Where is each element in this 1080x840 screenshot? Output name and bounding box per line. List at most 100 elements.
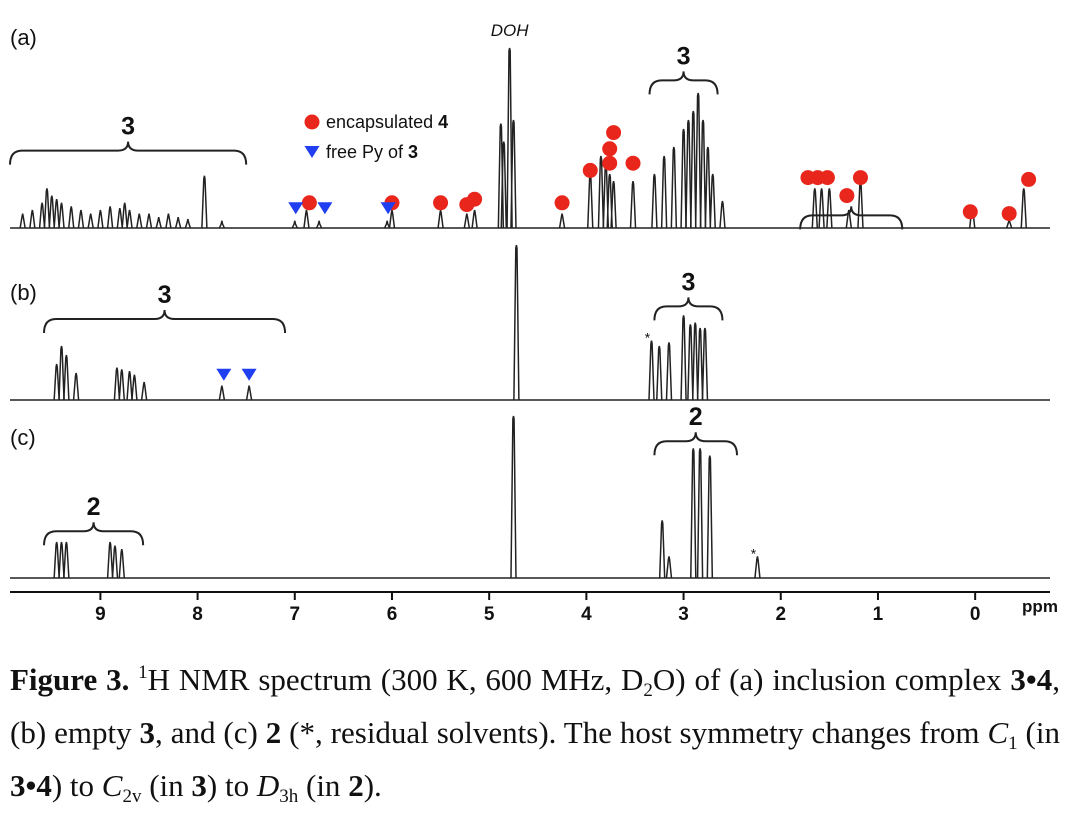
legend-entry: encapsulated 4 — [326, 112, 448, 132]
marker-circle — [433, 195, 449, 211]
bracket — [653, 432, 739, 456]
caption-run: 3h — [279, 786, 299, 807]
peak — [63, 541, 70, 579]
peak — [597, 155, 605, 229]
caption-run: Figure 3. — [10, 662, 139, 697]
x-tick-label: 3 — [678, 604, 689, 625]
legend-name-bold: 4 — [438, 112, 448, 132]
peak — [690, 448, 697, 579]
peak — [513, 245, 520, 401]
peak — [19, 213, 26, 229]
marker-circle — [1021, 171, 1037, 187]
peak — [291, 220, 298, 229]
marker-circle — [467, 191, 483, 207]
peak — [687, 324, 694, 401]
peak — [610, 181, 617, 229]
peak — [29, 209, 36, 229]
legend-marker — [304, 114, 320, 130]
peak — [303, 209, 310, 229]
peak — [845, 209, 853, 229]
peak — [691, 322, 699, 401]
marker-circle — [839, 188, 855, 204]
peak — [201, 175, 208, 229]
caption-run: 3•4 — [10, 768, 52, 803]
peak — [699, 119, 707, 229]
peak — [218, 220, 226, 229]
peak — [315, 220, 323, 229]
caption-run: C — [101, 768, 123, 803]
peak — [43, 188, 51, 229]
caption-run: O) of (a) inclusion complex — [652, 662, 1011, 697]
caption-run: 3 — [139, 715, 156, 750]
marker-circle — [852, 170, 868, 186]
peak — [77, 209, 85, 229]
peak — [245, 385, 253, 401]
peak — [680, 128, 687, 229]
panel-label: (c) — [10, 425, 36, 450]
peak — [587, 173, 594, 229]
x-tick-label: 2 — [775, 604, 786, 625]
peak — [48, 195, 56, 229]
figure-caption: Figure 3. 1H NMR spectrum (300 K, 600 MH… — [10, 652, 1060, 818]
caption-run: 2 — [643, 680, 653, 701]
peak — [131, 374, 138, 401]
caption-run: C — [987, 715, 1009, 750]
peak — [106, 541, 114, 579]
x-tick-label: 1 — [873, 604, 884, 625]
x-tick-label: 4 — [581, 604, 592, 625]
marker-triangle — [241, 368, 257, 381]
peak — [121, 202, 128, 229]
marker-circle — [819, 170, 835, 186]
caption-run: (in — [298, 768, 349, 803]
peak — [53, 541, 60, 579]
peak — [696, 448, 704, 579]
caption-run: 2 — [265, 715, 282, 750]
caption-run: 2 — [348, 768, 364, 803]
bracket — [653, 297, 724, 321]
peak — [694, 92, 702, 229]
peak — [136, 213, 143, 229]
caption-run: (in — [141, 768, 192, 803]
bracket-label: 2 — [87, 493, 101, 521]
peak — [558, 213, 566, 229]
legend-name: free Py of — [326, 142, 404, 162]
peak-label: DOH — [491, 21, 530, 40]
marker-circle — [301, 195, 317, 211]
marker-triangle — [216, 368, 232, 381]
peak — [500, 141, 508, 229]
peak — [510, 415, 517, 579]
peak — [471, 209, 478, 229]
peak — [63, 354, 70, 401]
marker-triangle — [380, 202, 396, 215]
peak — [165, 213, 172, 229]
legend-name: encapsulated — [326, 112, 433, 132]
peak — [174, 217, 182, 229]
caption-run: ). — [363, 768, 382, 803]
x-axis-label: ppm — [1022, 597, 1058, 616]
x-tick-label: 9 — [95, 604, 106, 625]
peak — [140, 381, 148, 401]
peak — [665, 556, 673, 579]
peak — [58, 202, 65, 229]
peak — [606, 173, 613, 229]
peak — [754, 556, 761, 579]
peak — [118, 549, 126, 579]
peak — [506, 47, 513, 229]
peak — [437, 209, 444, 229]
peak — [658, 520, 666, 579]
x-tick-label: 8 — [192, 604, 203, 625]
caption-run: H NMR spectrum (300 K, 600 MHz, D — [147, 662, 644, 697]
panel-label: (a) — [10, 25, 37, 50]
peak — [826, 188, 833, 229]
peak — [145, 213, 153, 229]
peak — [155, 217, 162, 229]
peak — [719, 200, 726, 229]
peak — [116, 208, 124, 229]
peak — [67, 206, 75, 229]
peak — [1020, 188, 1028, 229]
marker-circle — [602, 155, 618, 171]
solvent-mark: * — [645, 330, 651, 346]
caption-run: ) to — [51, 768, 102, 803]
peak — [218, 385, 226, 401]
